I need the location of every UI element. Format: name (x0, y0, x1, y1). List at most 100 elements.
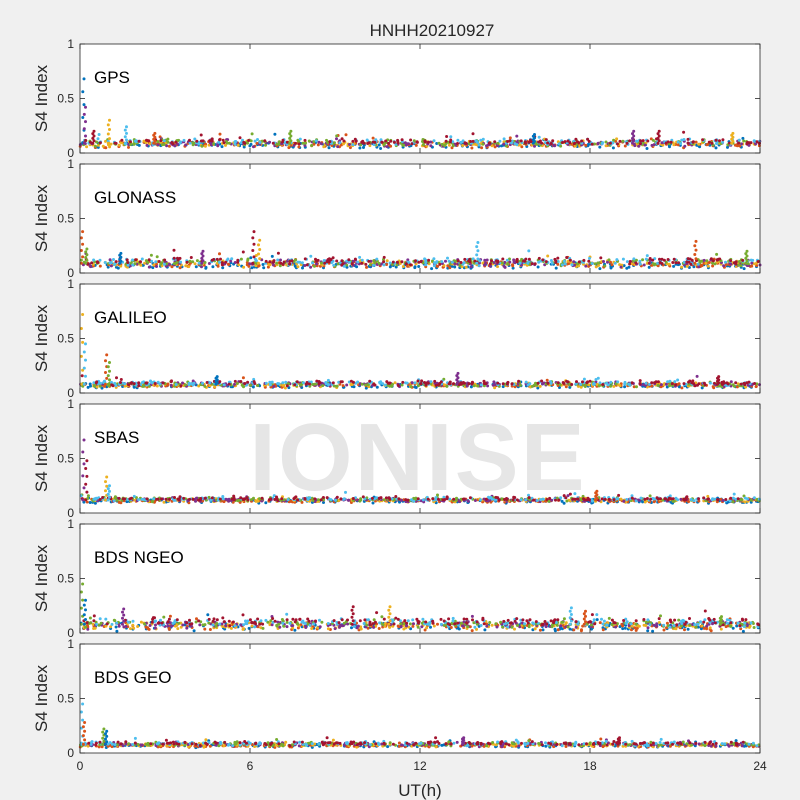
spike-point (85, 459, 89, 463)
spike-point (252, 255, 256, 259)
data-point (117, 143, 121, 147)
data-point (736, 497, 740, 501)
spike-point (153, 131, 157, 135)
data-point (446, 256, 449, 260)
data-point (677, 261, 681, 265)
data-point (112, 499, 116, 503)
data-point (413, 381, 417, 385)
spike-point (104, 480, 107, 484)
spike-point (745, 249, 749, 253)
data-point (662, 628, 666, 632)
spike-point (656, 136, 660, 140)
data-point (160, 497, 163, 501)
spike-point (84, 342, 87, 346)
data-point (88, 382, 92, 386)
data-point (510, 382, 514, 386)
data-point (354, 139, 358, 143)
data-point (628, 383, 632, 387)
data-point (362, 141, 366, 145)
data-point (371, 136, 375, 140)
spike-point (475, 261, 479, 265)
data-point (98, 258, 102, 262)
data-point (233, 382, 236, 386)
data-point (677, 382, 681, 386)
data-point (503, 265, 507, 269)
spike-point (251, 249, 255, 252)
data-point (335, 259, 339, 263)
data-point (459, 261, 463, 264)
data-point (696, 262, 700, 266)
data-point (713, 262, 717, 266)
data-point (410, 381, 414, 385)
data-point (473, 142, 477, 146)
data-point (307, 139, 311, 143)
data-point (639, 139, 642, 143)
data-point (711, 264, 715, 268)
data-point (203, 144, 207, 148)
data-point (138, 260, 142, 264)
data-point (536, 265, 540, 269)
data-point (103, 261, 107, 264)
data-point (194, 265, 198, 269)
data-point (199, 139, 203, 143)
data-point (132, 142, 136, 146)
data-point (423, 139, 427, 143)
spike-point (257, 243, 260, 247)
data-point (233, 261, 237, 264)
data-point (479, 383, 483, 387)
data-point (496, 265, 499, 269)
data-point (250, 624, 254, 628)
data-point (470, 629, 474, 633)
data-point (425, 626, 429, 630)
data-point (535, 142, 539, 146)
data-point (305, 263, 309, 267)
spike-point (79, 261, 83, 265)
data-point (533, 262, 537, 266)
spike-point (108, 495, 111, 499)
spike-point (258, 248, 262, 251)
spike-point (200, 252, 204, 256)
data-point (738, 144, 742, 148)
data-point (275, 261, 279, 265)
data-point (155, 262, 158, 266)
data-point (479, 138, 483, 142)
data-point (326, 378, 330, 382)
data-point (573, 141, 577, 145)
data-point (140, 497, 144, 501)
spike-point (105, 475, 109, 479)
data-point (598, 621, 602, 625)
data-point (676, 140, 680, 144)
spike-point (84, 467, 88, 470)
data-point (653, 263, 656, 267)
data-point (284, 380, 288, 384)
data-point (650, 143, 654, 147)
data-point (288, 259, 292, 263)
data-point (245, 496, 249, 500)
data-point (601, 628, 605, 632)
data-point (680, 138, 684, 142)
data-point (182, 138, 186, 142)
spike-point (251, 236, 255, 240)
data-point (325, 138, 328, 142)
data-point (304, 382, 308, 386)
data-point (243, 382, 247, 385)
data-point (488, 262, 492, 266)
data-point (641, 258, 645, 262)
data-point (746, 262, 750, 266)
data-point (501, 382, 505, 386)
data-point (695, 374, 699, 378)
data-point (276, 382, 280, 385)
spike-point (106, 374, 110, 378)
data-point (277, 142, 281, 146)
data-point (663, 497, 667, 501)
data-point (722, 264, 726, 268)
data-point (599, 256, 603, 260)
data-point (700, 624, 704, 628)
data-point (252, 145, 255, 149)
data-point (273, 132, 277, 136)
data-point (381, 382, 385, 386)
spike-point (252, 230, 256, 234)
data-point (506, 140, 510, 143)
